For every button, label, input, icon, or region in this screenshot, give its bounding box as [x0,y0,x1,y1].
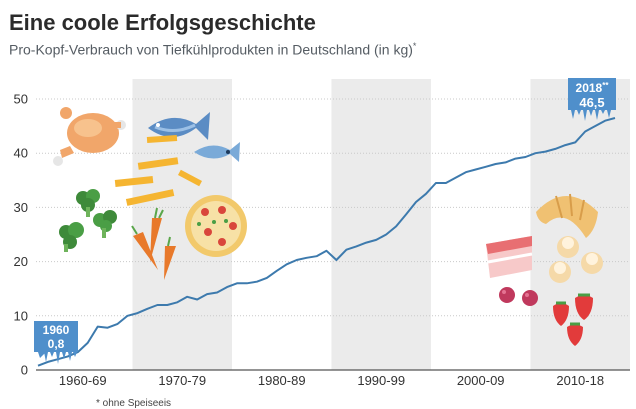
y-tick-label: 20 [14,254,28,269]
x-axis-decade-labels: 1960-69 1970-79 1980-89 1990-99 2000-09 2010-… [59,373,604,388]
gridlines [36,98,630,371]
y-tick-label: 0 [21,363,28,378]
y-tick-label: 30 [14,200,28,215]
start-callout-year: 1960 [43,323,70,337]
start-callout-icicles [38,352,77,364]
y-tick-label: 10 [14,308,28,323]
end-callout-icicles [571,110,611,121]
end-callout-year: 2018** [576,81,610,95]
subtitle-marker: * [412,41,417,51]
y-tick-label: 50 [14,92,28,107]
end-callout-value: 46,5 [579,95,604,110]
y-tick-label: 40 [14,146,28,161]
croissant-icon [536,193,598,238]
x-decade-label: 1960-69 [59,373,107,388]
x-decade-label: 2010-18 [556,373,604,388]
footnote: * ohne Speiseeis [96,398,172,409]
fish-icon [148,112,240,162]
x-decade-label: 1980-89 [258,373,306,388]
cake-icon [486,236,533,278]
x-decade-label: 1990-99 [357,373,405,388]
chart-subtitle: Pro-Kopf-Verbrauch von Tiefkühlprodukten… [9,41,416,58]
subtitle-text: Pro-Kopf-Verbrauch von Tiefkühlprodukten… [9,41,413,58]
start-callout: 1960 0,8 [34,321,78,364]
end-callout: 2018** 46,5 [568,78,616,121]
x-decade-label: 1970-79 [158,373,206,388]
broccoli-icon [59,189,117,252]
chart-title: Eine coole Erfolgsgeschichte [9,10,316,35]
series-line [37,117,616,367]
fries-icon [114,134,203,206]
y-axis-ticks: 0 10 20 30 40 50 [14,92,28,378]
cream-puff-icon [549,236,603,283]
pizza-icon [185,195,247,257]
strawberry-icon [553,293,593,346]
raspberry-icon [499,287,538,306]
chicken-icon [53,107,126,166]
carrot-icon [131,207,176,280]
x-decade-label: 2000-09 [457,373,505,388]
decade-band [331,79,431,370]
start-callout-value: 0,8 [48,337,65,351]
